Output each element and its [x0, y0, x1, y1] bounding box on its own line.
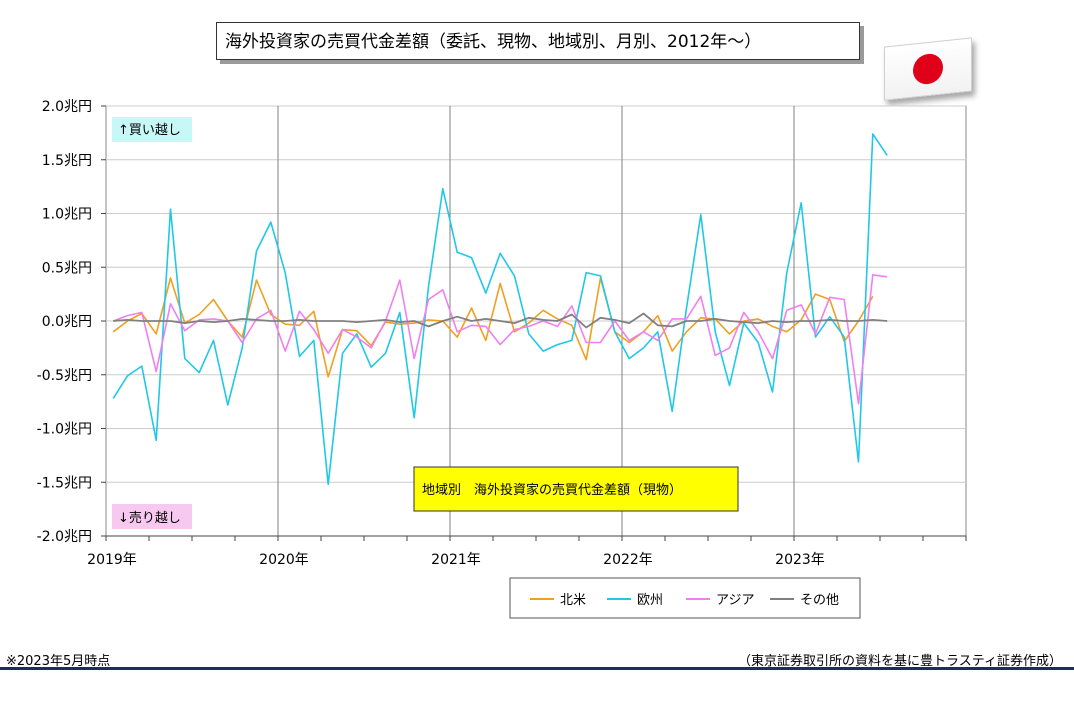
legend-label-1: 欧州: [637, 593, 663, 608]
bottom-rule: [0, 667, 1074, 670]
x-tick-label: 2023年: [775, 552, 825, 568]
y-tick-label: 0.0兆円: [42, 314, 92, 330]
series-line-3: [113, 312, 888, 329]
x-tick-label: 2021年: [431, 552, 481, 568]
annotation-up-bg: [112, 117, 192, 142]
annotation-down-bg: [112, 504, 192, 529]
y-tick-label: 0.5兆円: [42, 260, 92, 276]
series-line-1: [112, 133, 888, 486]
legend-label-3: その他: [800, 593, 839, 608]
annotation-up: ↑買い越し: [118, 123, 181, 138]
chart-title: 海外投資家の売買代金差額（委託、現物、地域別、月別、2012年～）: [216, 22, 860, 60]
y-tick-label: -1.5兆円: [37, 475, 92, 491]
y-tick-label: -2.0兆円: [37, 529, 92, 545]
x-tick-label: 2020年: [259, 552, 309, 568]
legend-label-2: アジア: [716, 593, 754, 608]
inner-title: 地域別 海外投資家の売買代金差額（現物）: [422, 482, 682, 498]
y-tick-label: -0.5兆円: [37, 368, 92, 384]
annotation-down: ↓売り越し: [118, 510, 181, 526]
y-tick-label: 1.0兆円: [42, 207, 92, 223]
inner-title-box: [413, 466, 739, 512]
y-tick-label: 1.5兆円: [42, 153, 92, 169]
y-tick-label: -1.0兆円: [37, 422, 92, 438]
note-source: （東京証券取引所の資料を基に豊トラスティ証券作成）: [738, 654, 1062, 669]
y-tick-label: 2.0兆円: [42, 99, 92, 115]
legend-box: [509, 577, 861, 619]
series-line-0: [112, 277, 874, 378]
x-tick-label: 2022年: [603, 552, 653, 568]
legend: 北米 欧州 アジア その他: [509, 577, 861, 619]
note-date: ※2023年5月時点: [6, 654, 111, 669]
series-line-2: [112, 273, 888, 405]
legend-label-0: 北米: [560, 593, 586, 608]
x-tick-label: 2019年: [87, 552, 137, 568]
